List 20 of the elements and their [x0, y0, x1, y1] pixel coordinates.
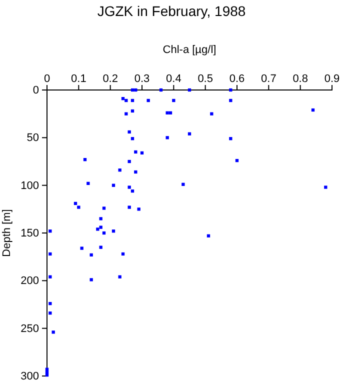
x-tick-label: 0.7	[261, 73, 276, 85]
x-tick-label: 0.3	[134, 73, 150, 85]
y-tick-label: 300	[20, 370, 39, 383]
x-tick-label: 0.4	[166, 73, 182, 85]
x-tick-label: 0.8	[292, 73, 308, 85]
x-tick-label: 0.1	[71, 73, 86, 85]
y-tick-label: 50	[26, 132, 39, 144]
y-tick-label: 100	[20, 180, 39, 192]
y-axis-title: Depth [m]	[1, 209, 13, 257]
chart-title: JGZK in February, 1988	[97, 3, 246, 19]
x-tick-label: 0.6	[229, 73, 245, 85]
x-tick-label: 0.9	[324, 73, 340, 85]
y-tick-label: 0	[32, 84, 39, 97]
x-tick-label: 0.5	[198, 73, 213, 85]
x-tick-label: 0	[44, 73, 50, 85]
y-tick-label: 150	[20, 228, 39, 240]
x-axis-title: Chl-a [µg/l]	[162, 44, 216, 56]
y-tick-label: 200	[20, 275, 39, 288]
y-tick-label: 250	[20, 322, 39, 335]
x-tick-label: 0.2	[102, 73, 118, 85]
